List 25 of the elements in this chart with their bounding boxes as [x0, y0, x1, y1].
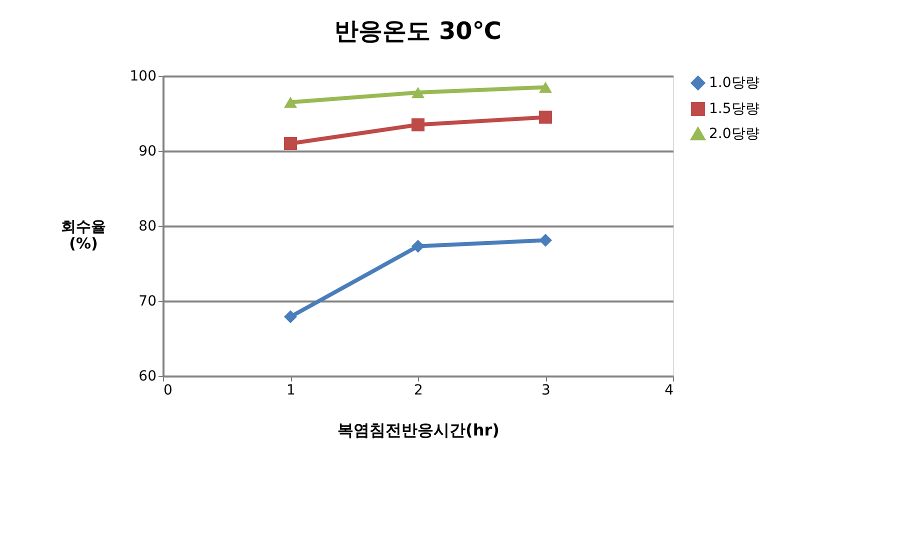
point: [411, 240, 425, 253]
point: [284, 136, 298, 150]
y-axis-title: 회수율 (%): [61, 218, 106, 252]
x-tick-label: 0: [164, 382, 172, 398]
point: [284, 96, 298, 108]
y-tick-label: 100: [130, 68, 156, 84]
chart-title: 반응온도 30℃: [334, 17, 502, 45]
point: [538, 110, 552, 124]
legend-label: 2.0당량: [709, 126, 760, 142]
x-tick-label: 3: [542, 382, 550, 398]
y-tick-label: 70: [138, 294, 156, 310]
x-tick-label: 4: [664, 382, 674, 398]
x-tick-label: 1: [286, 382, 296, 398]
y-tick-label: 80: [138, 218, 156, 234]
x-tick-label: 2: [414, 382, 423, 398]
point: [538, 234, 552, 247]
point: [538, 82, 552, 93]
y-tick-label: 90: [138, 144, 156, 160]
point: [411, 86, 425, 98]
x-axis-title: 복염침전반응시간(hr): [338, 420, 500, 440]
legend-label: 1.0당량: [709, 75, 760, 91]
y-tick-label: 60: [138, 368, 156, 384]
legend-label: 1.5당량: [709, 101, 760, 117]
point: [411, 118, 425, 132]
point: [284, 310, 298, 324]
